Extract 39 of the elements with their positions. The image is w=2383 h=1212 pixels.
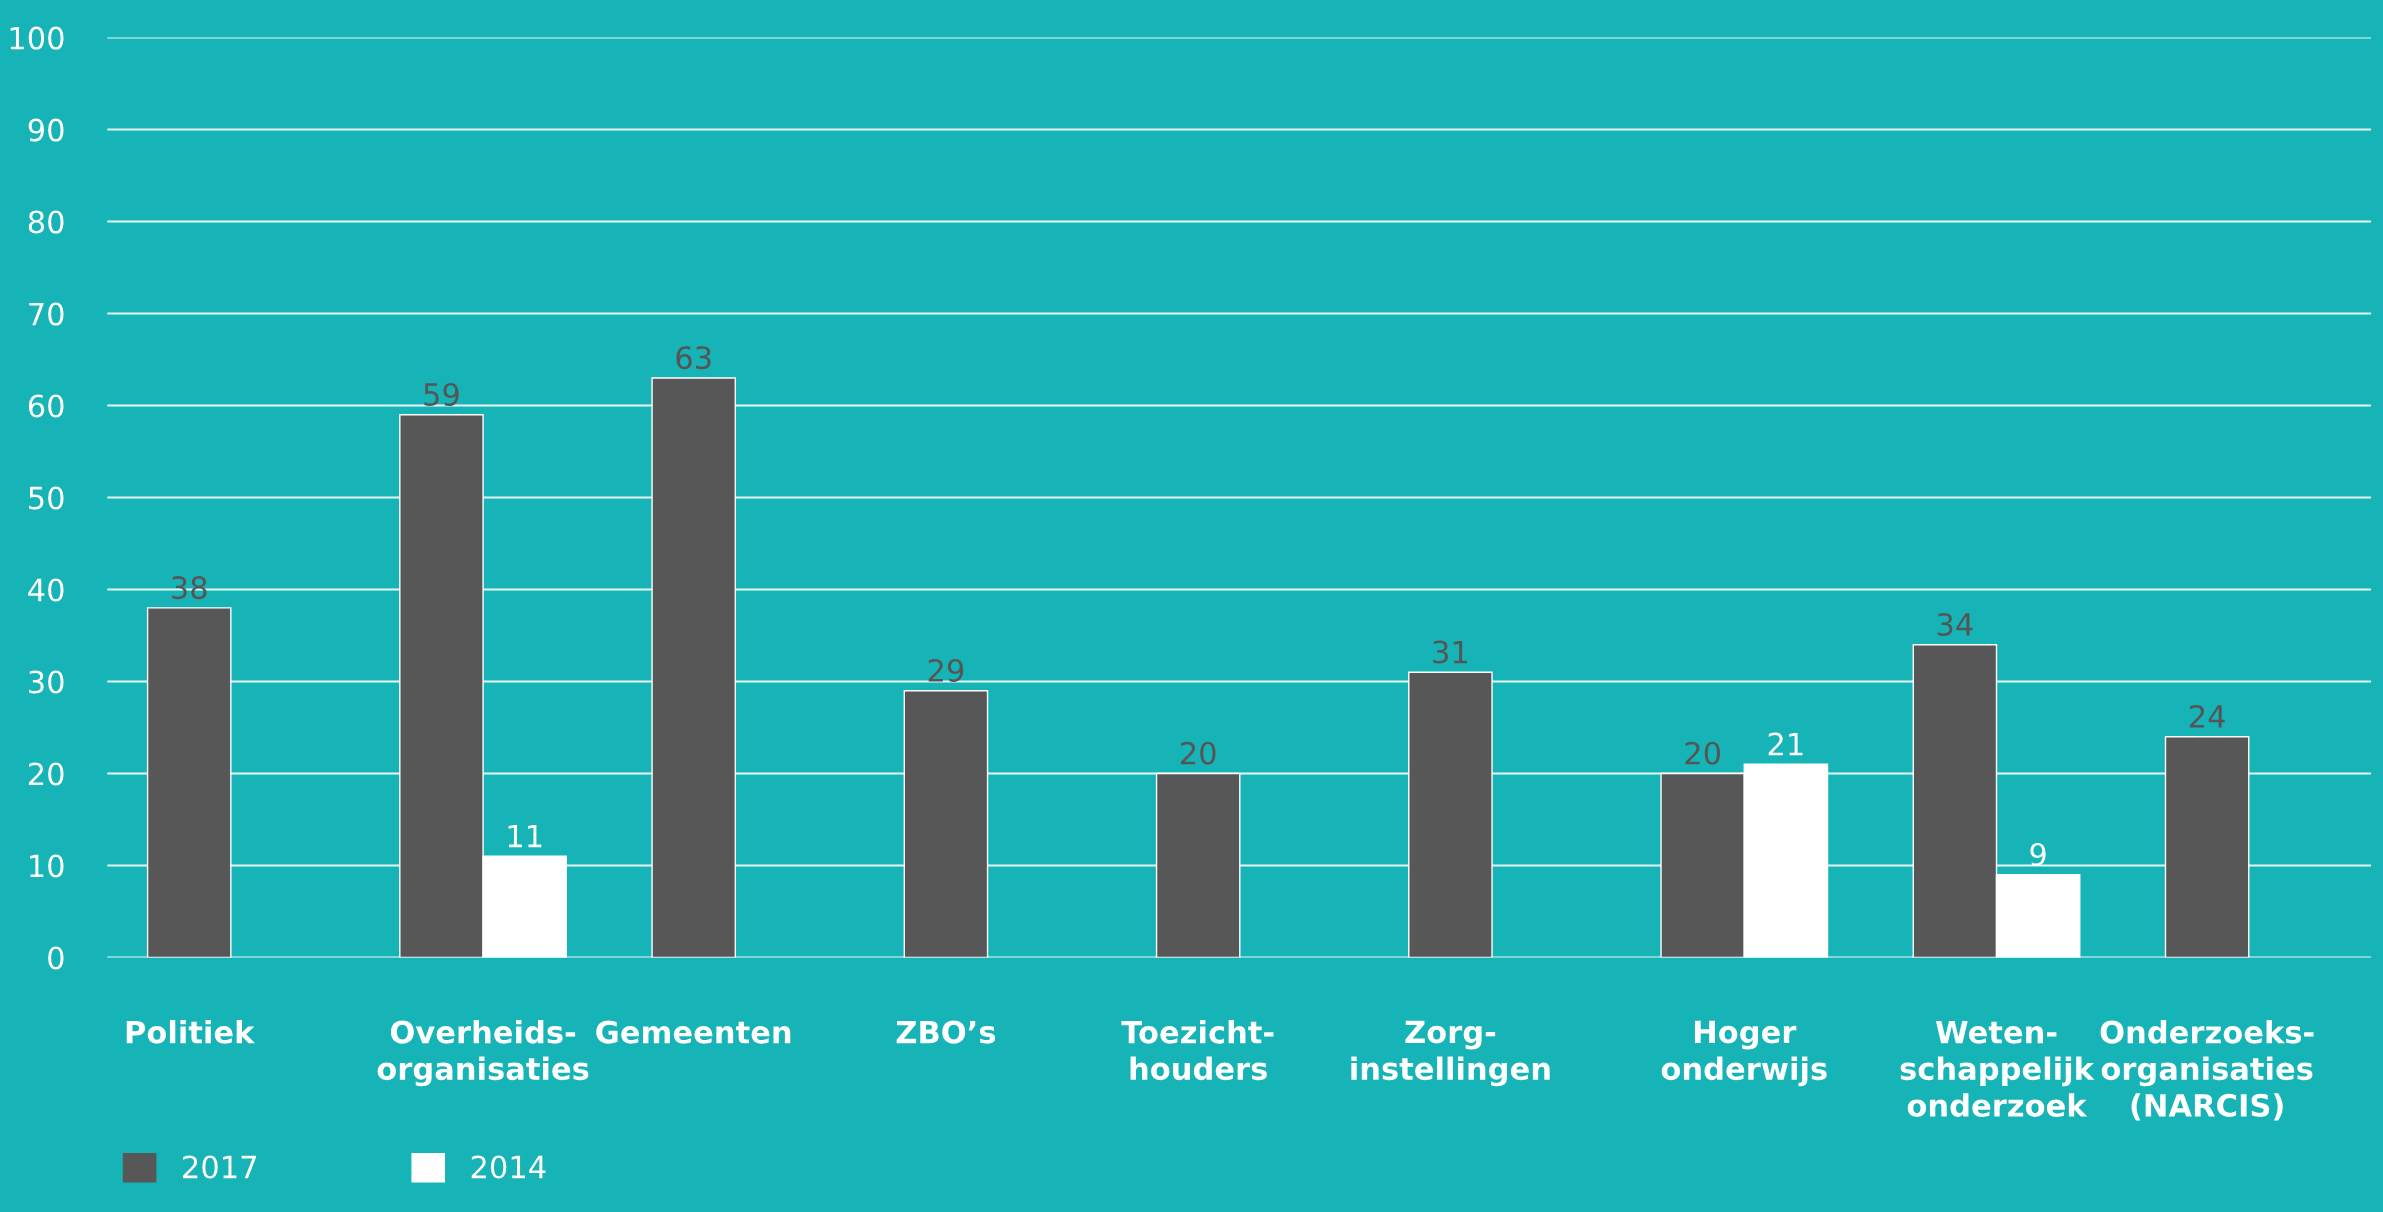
x-tick-label: ZBO’s <box>896 1020 996 1044</box>
data-label: 11 <box>508 824 542 848</box>
y-tick-label: 90 <box>28 118 64 142</box>
y-tick-label: 70 <box>29 302 64 326</box>
data-label: 20 <box>1685 741 1721 765</box>
x-tick-label: Politiek <box>126 1019 256 1044</box>
x-tick-label: Hoger onderwijs <box>1661 1020 1827 1087</box>
y-tick-label: 100 <box>10 26 64 50</box>
data-label: 9 <box>2030 842 2046 866</box>
data-label: 24 <box>2189 704 2225 728</box>
data-label: 29 <box>928 658 964 683</box>
y-tick-label: 20 <box>28 762 64 786</box>
data-label: 59 <box>424 382 459 407</box>
x-tick-label: Gemeenten <box>596 1020 791 1044</box>
bar <box>651 377 737 958</box>
y-tick-label: 50 <box>29 486 64 510</box>
data-label: 20 <box>1180 741 1216 765</box>
data-label: 21 <box>1768 732 1803 756</box>
data-label: 34 <box>1937 612 1973 637</box>
y-tick-label: 10 <box>30 854 64 878</box>
bar <box>146 607 232 958</box>
bar <box>1408 671 1493 958</box>
x-tick-label: Zorg- instellingen <box>1351 1020 1550 1087</box>
y-tick-label: 0 <box>48 946 64 970</box>
data-label: 63 <box>676 346 711 370</box>
x-tick-label: Overheids- organisaties <box>377 1019 589 1087</box>
y-tick-label: 30 <box>29 670 64 694</box>
x-tick-label: Toezicht- houders <box>1121 1019 1274 1081</box>
data-label: 31 <box>1433 640 1468 664</box>
x-tick-label: Weten- schappelijk onderzoek <box>1900 1020 2095 1117</box>
bar <box>2164 736 2250 958</box>
y-tick-label: 40 <box>28 578 64 602</box>
bar <box>903 690 989 958</box>
y-tick-label: 80 <box>28 210 64 234</box>
legend-label: 2014 <box>471 1155 546 1179</box>
x-tick-label: Onderzoeks- organisaties (NARCIS) <box>2100 1019 2314 1121</box>
y-tick-label: 60 <box>28 394 64 418</box>
legend-label: 2017 <box>183 1155 257 1179</box>
bar <box>1155 772 1241 958</box>
